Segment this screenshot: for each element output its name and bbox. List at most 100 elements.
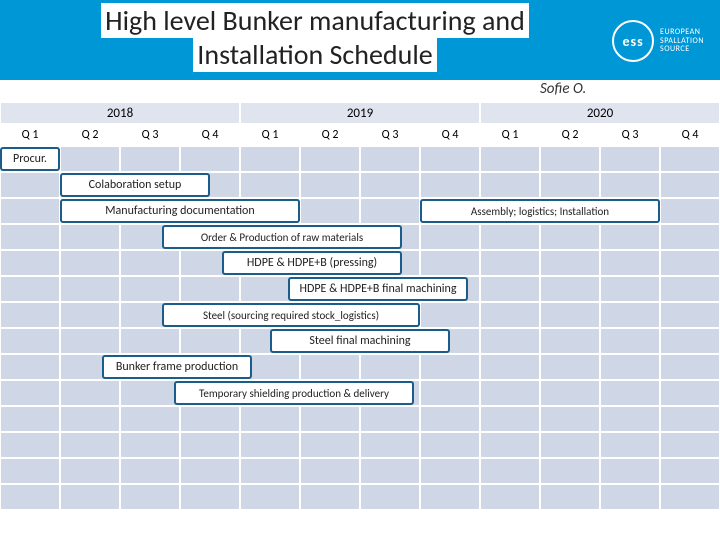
grid-cell bbox=[480, 432, 540, 458]
grid-cell bbox=[240, 146, 300, 172]
grid-cell bbox=[0, 302, 60, 328]
grid-cell bbox=[120, 146, 180, 172]
grid-cell bbox=[660, 432, 720, 458]
grid-cell bbox=[0, 432, 60, 458]
grid-cell bbox=[540, 172, 600, 198]
grid-cell bbox=[360, 406, 420, 432]
title-line-2: Installation Schedule bbox=[193, 37, 436, 72]
grid-cell bbox=[660, 354, 720, 380]
gantt-chart: 201820192020Q 1Q 2Q 3Q 4Q 1Q 2Q 3Q 4Q 1Q… bbox=[0, 102, 720, 540]
grid-cell bbox=[540, 484, 600, 510]
grid-cell bbox=[0, 484, 60, 510]
quarter-header: Q 2 bbox=[60, 124, 120, 146]
grid-cell bbox=[300, 406, 360, 432]
grid-cell bbox=[120, 432, 180, 458]
grid-cell bbox=[480, 328, 540, 354]
grid-cell bbox=[660, 172, 720, 198]
grid-cell bbox=[540, 432, 600, 458]
grid-cell bbox=[180, 406, 240, 432]
grid-cell bbox=[120, 328, 180, 354]
grid-cell bbox=[120, 484, 180, 510]
grid-cell bbox=[480, 484, 540, 510]
gantt-bar: Manufacturing documentation bbox=[60, 199, 300, 223]
gantt-bar: HDPE & HDPE+B (pressing) bbox=[222, 251, 402, 275]
grid-cell bbox=[600, 484, 660, 510]
grid-cell bbox=[180, 276, 240, 302]
year-header: 2019 bbox=[240, 102, 480, 124]
grid-cell bbox=[60, 250, 120, 276]
grid-cell bbox=[660, 406, 720, 432]
page-title: High level Bunker manufacturing and Inst… bbox=[50, 4, 580, 71]
grid-cell bbox=[600, 146, 660, 172]
grid-cell bbox=[480, 302, 540, 328]
grid-cell bbox=[0, 276, 60, 302]
gantt-bar: Steel final machining bbox=[270, 329, 450, 353]
grid-cell bbox=[540, 354, 600, 380]
grid-cell bbox=[420, 458, 480, 484]
logo-text-line: SOURCE bbox=[660, 45, 704, 54]
year-header: 2018 bbox=[0, 102, 240, 124]
grid-cell bbox=[480, 354, 540, 380]
grid-cell bbox=[420, 172, 480, 198]
grid-cell bbox=[240, 484, 300, 510]
grid-cell bbox=[540, 328, 600, 354]
quarter-header: Q 3 bbox=[120, 124, 180, 146]
grid-cell bbox=[600, 250, 660, 276]
grid-cell bbox=[540, 380, 600, 406]
grid-cell bbox=[660, 224, 720, 250]
grid-cell bbox=[480, 146, 540, 172]
grid-cell bbox=[300, 458, 360, 484]
grid-cell bbox=[480, 380, 540, 406]
grid-cell bbox=[240, 172, 300, 198]
grid-cell bbox=[0, 250, 60, 276]
quarter-header: Q 1 bbox=[480, 124, 540, 146]
grid-cell bbox=[180, 432, 240, 458]
quarter-header: Q 2 bbox=[540, 124, 600, 146]
quarter-header: Q 3 bbox=[600, 124, 660, 146]
grid-cell bbox=[0, 354, 60, 380]
grid-cell bbox=[60, 432, 120, 458]
gantt-bar: Order & Production of raw materials bbox=[162, 225, 402, 249]
ess-logo: ess EUROPEAN SPALLATION SOURCE bbox=[612, 20, 704, 62]
grid-cell bbox=[540, 250, 600, 276]
grid-cell bbox=[660, 276, 720, 302]
logo-text: EUROPEAN SPALLATION SOURCE bbox=[660, 28, 704, 54]
grid-cell bbox=[360, 484, 420, 510]
grid-cell bbox=[300, 432, 360, 458]
grid-cell bbox=[600, 432, 660, 458]
gantt-bar: Procur. bbox=[0, 147, 60, 171]
grid-cell bbox=[420, 432, 480, 458]
grid-cell bbox=[360, 172, 420, 198]
grid-cell bbox=[480, 250, 540, 276]
grid-cell bbox=[60, 224, 120, 250]
grid-cell bbox=[0, 198, 60, 224]
grid-cell bbox=[60, 276, 120, 302]
grid-cell bbox=[180, 484, 240, 510]
grid-cell bbox=[540, 302, 600, 328]
grid-cell bbox=[600, 172, 660, 198]
grid-cell bbox=[660, 484, 720, 510]
grid-cell bbox=[360, 458, 420, 484]
grid-cell bbox=[240, 406, 300, 432]
grid-cell bbox=[540, 224, 600, 250]
grid-cell bbox=[120, 406, 180, 432]
grid-cell bbox=[480, 276, 540, 302]
grid-cell bbox=[360, 432, 420, 458]
grid-cell bbox=[420, 302, 480, 328]
grid-cell bbox=[360, 198, 420, 224]
grid-cell bbox=[300, 172, 360, 198]
grid-cell bbox=[60, 146, 120, 172]
slide: ess EUROPEAN SPALLATION SOURCE High leve… bbox=[0, 0, 720, 540]
grid-cell bbox=[0, 172, 60, 198]
grid-cell bbox=[660, 198, 720, 224]
grid-cell bbox=[120, 380, 180, 406]
grid-cell bbox=[600, 354, 660, 380]
year-header: 2020 bbox=[480, 102, 720, 124]
grid-cell bbox=[240, 458, 300, 484]
title-line-1: High level Bunker manufacturing and bbox=[101, 3, 529, 38]
grid-cell bbox=[120, 458, 180, 484]
gantt-bar: Assembly; logistics; Installation bbox=[420, 199, 660, 223]
grid-cell bbox=[660, 302, 720, 328]
grid-cell bbox=[540, 146, 600, 172]
grid-cell bbox=[60, 484, 120, 510]
